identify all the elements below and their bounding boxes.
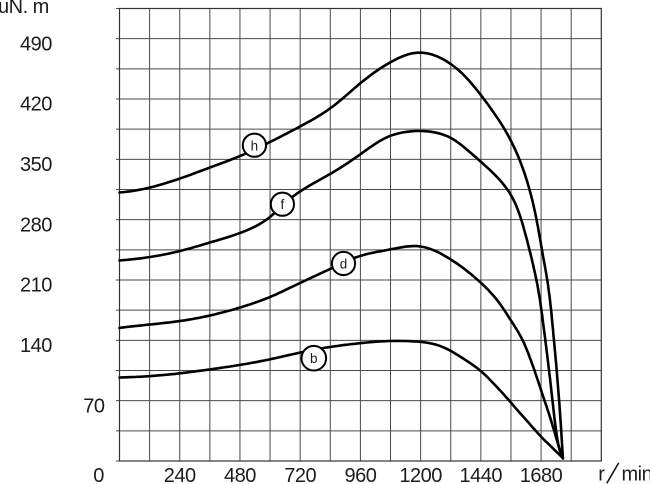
svg-text:1200: 1200 (399, 465, 442, 484)
svg-text:1440: 1440 (460, 465, 503, 484)
svg-text:280: 280 (20, 214, 52, 236)
svg-text:490: 490 (20, 33, 52, 55)
svg-text:210: 210 (20, 275, 52, 297)
svg-text:70: 70 (83, 395, 105, 417)
svg-text:420: 420 (20, 94, 52, 116)
svg-text:h: h (251, 138, 259, 153)
svg-text:uN. m: uN. m (0, 0, 49, 18)
svg-text:720: 720 (284, 465, 316, 484)
svg-text:d: d (340, 256, 348, 271)
svg-text:b: b (310, 351, 318, 366)
svg-text:1680: 1680 (520, 465, 563, 484)
svg-text:480: 480 (224, 465, 256, 484)
svg-text:min: min (622, 464, 650, 484)
svg-text:r: r (598, 464, 605, 484)
svg-text:140: 140 (20, 335, 52, 357)
svg-text:0: 0 (93, 465, 104, 484)
svg-text:f: f (281, 197, 285, 212)
svg-text:350: 350 (20, 154, 52, 176)
svg-text:240: 240 (164, 465, 196, 484)
svg-text:960: 960 (344, 465, 376, 484)
